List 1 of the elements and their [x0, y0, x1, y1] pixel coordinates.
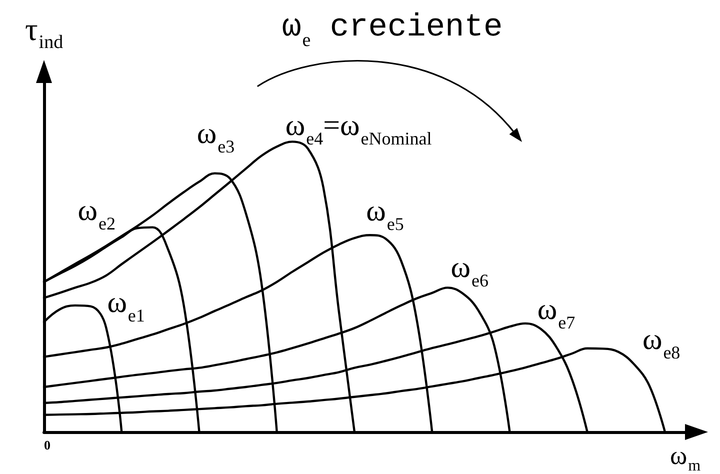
text: 0: [44, 438, 50, 452]
